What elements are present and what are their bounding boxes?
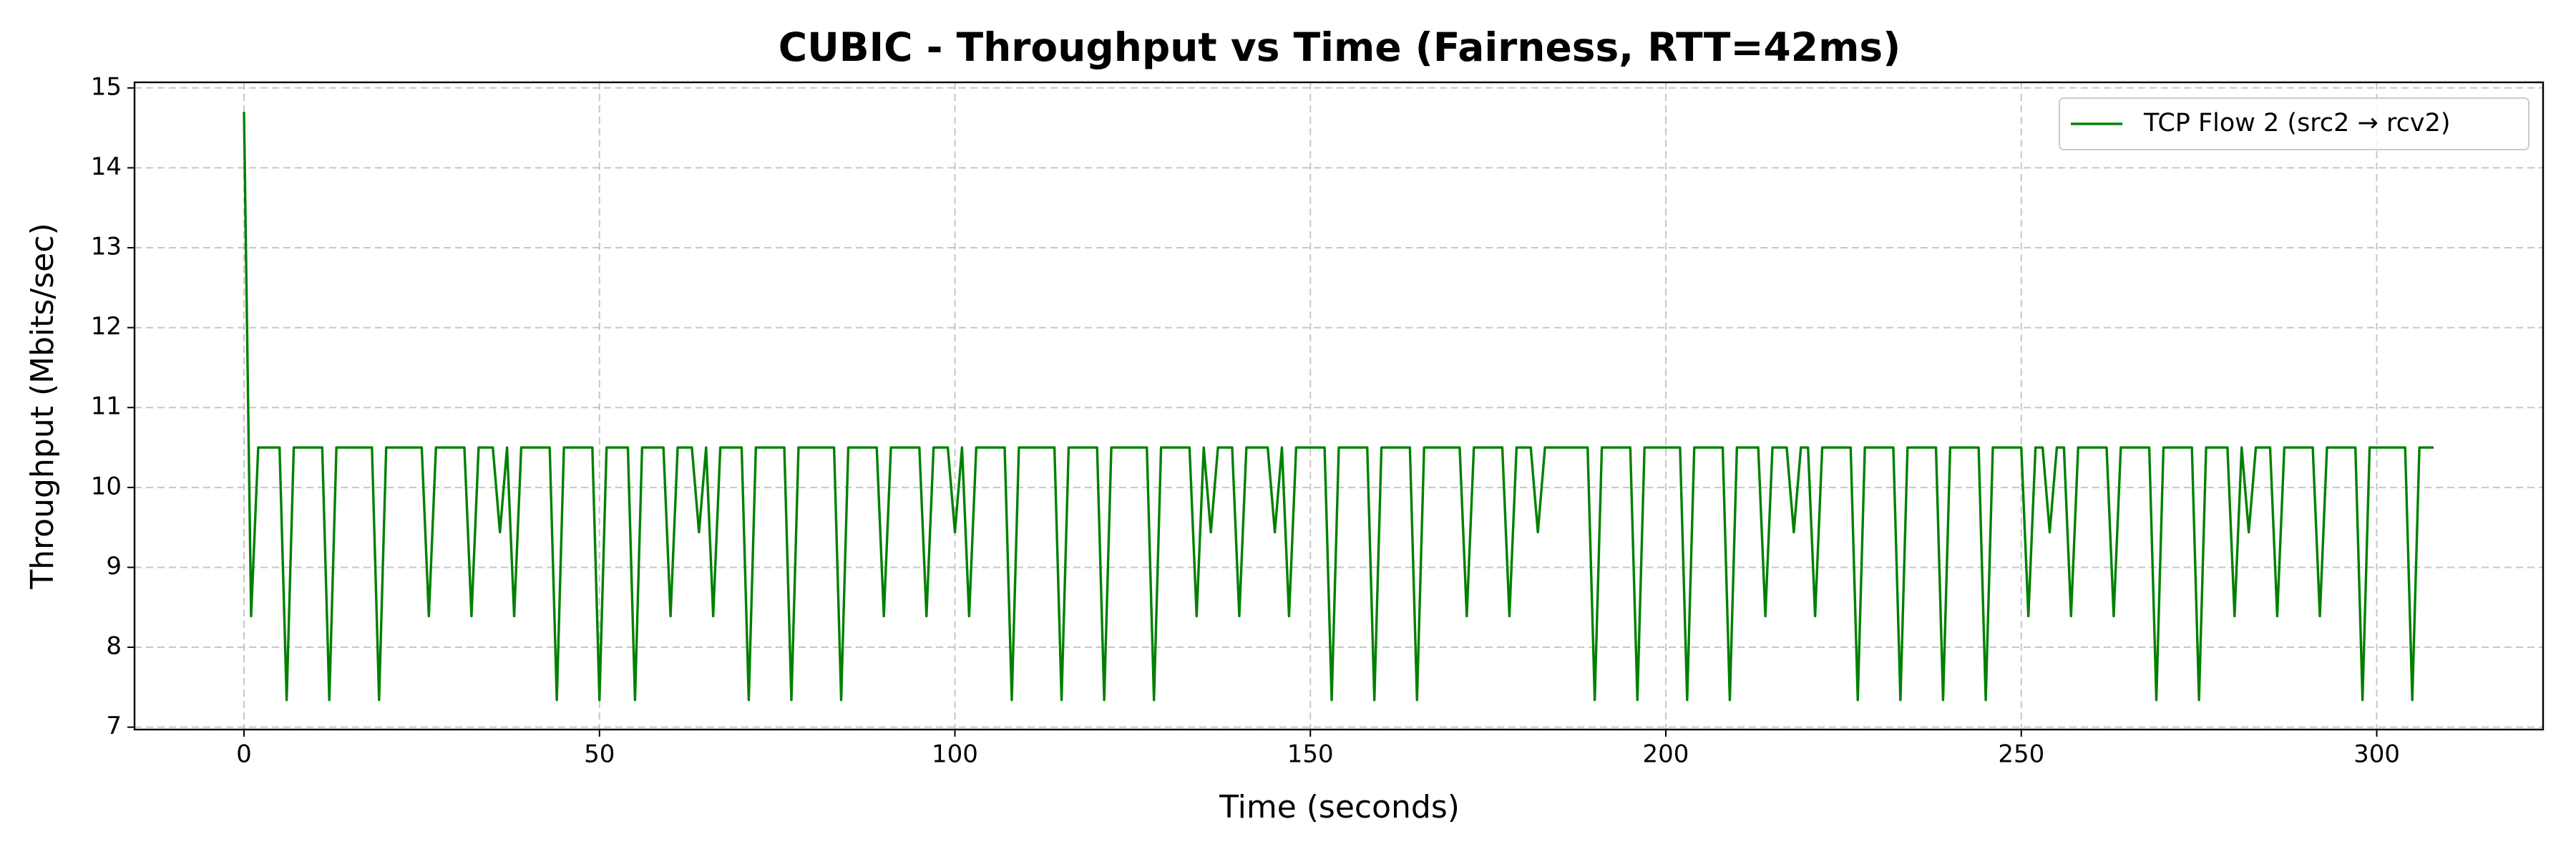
x-tick-label: 150 [1287, 740, 1334, 769]
y-axis-label: Throughput (Mbits/sec) [24, 223, 61, 589]
x-tick-label: 50 [584, 740, 615, 769]
y-tick-label: 13 [91, 233, 122, 261]
x-tick-label: 100 [932, 740, 978, 769]
legend-box [2059, 97, 2529, 150]
data-line [243, 112, 2434, 702]
x-tick-label: 200 [1643, 740, 1689, 769]
y-tick-label: 7 [106, 712, 122, 740]
x-tick-label: 250 [1998, 740, 2044, 769]
y-tick-label: 10 [91, 472, 122, 500]
chart-title: CUBIC - Throughput vs Time (Fairness, RT… [779, 24, 1901, 70]
x-axis-label: Time (seconds) [1219, 789, 1460, 825]
legend: TCP Flow 2 (src2 → rcv2) [2059, 97, 2529, 150]
x-tick-label: 0 [236, 740, 252, 769]
y-tick-label: 12 [91, 312, 122, 341]
x-tick-label: 300 [2353, 740, 2400, 769]
axes-frame [133, 81, 2545, 731]
legend-label: TCP Flow 2 (src2 → rcv2) [2143, 109, 2451, 137]
y-tick-label: 11 [91, 392, 122, 421]
y-tick-label: 14 [91, 152, 122, 181]
y-tick-label: 9 [106, 552, 122, 581]
y-tick-label: 8 [106, 632, 122, 661]
y-tick-label: 15 [91, 72, 122, 101]
